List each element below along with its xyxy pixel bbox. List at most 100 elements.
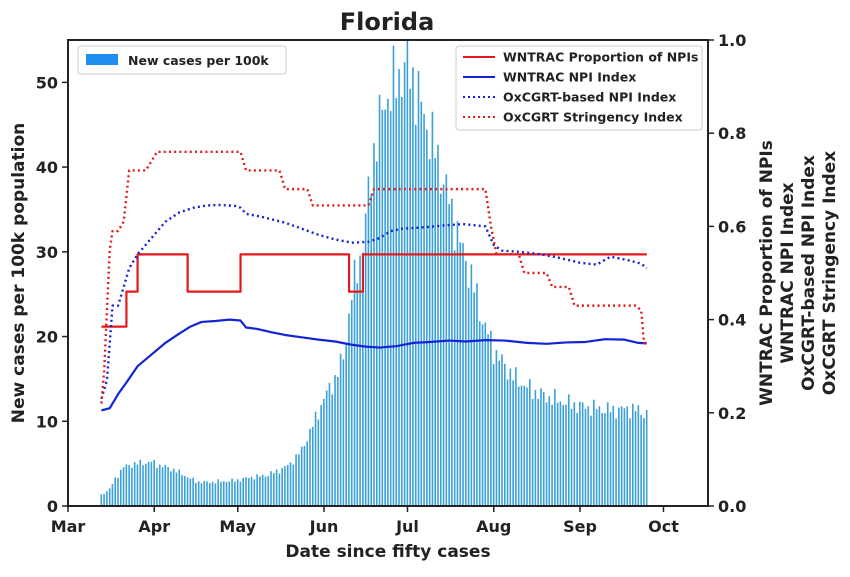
- bar: [426, 129, 428, 506]
- y-tick-label-right: 0.2: [718, 404, 746, 423]
- y-tick-label-left: 10: [36, 412, 58, 431]
- bar: [125, 464, 128, 506]
- bar: [451, 198, 453, 506]
- bar: [420, 101, 423, 507]
- bar: [117, 478, 119, 506]
- bar: [170, 471, 172, 506]
- bar: [331, 394, 334, 506]
- line-group: [100, 150, 648, 412]
- bar: [587, 406, 590, 506]
- bar: [431, 111, 434, 507]
- bar: [439, 193, 442, 506]
- bar: [103, 493, 105, 506]
- bar: [359, 255, 361, 506]
- bar: [195, 483, 197, 506]
- bar: [462, 242, 464, 506]
- bar: [495, 349, 498, 506]
- y-tick-label-left: 40: [36, 158, 58, 177]
- bar: [526, 387, 528, 506]
- bar: [503, 363, 506, 506]
- legend-label-oxcgrt-npi: OxCGRT-based NPI Index: [503, 90, 676, 105]
- bar: [367, 176, 370, 507]
- bar: [236, 479, 239, 506]
- chart-title: Florida: [340, 8, 435, 36]
- bar: [311, 426, 314, 506]
- bar: [626, 406, 628, 506]
- bar: [593, 399, 595, 506]
- bar: [473, 292, 475, 506]
- bar: [643, 418, 645, 506]
- bar: [247, 478, 250, 506]
- bar: [412, 67, 414, 506]
- bar: [554, 389, 556, 506]
- bar: [604, 413, 606, 506]
- bar: [164, 464, 167, 506]
- x-tick-label: Mar: [51, 517, 86, 536]
- bar: [183, 476, 186, 506]
- bar: [467, 287, 470, 506]
- bar: [362, 252, 364, 506]
- bar: [172, 468, 175, 506]
- y-tick-label-left: 20: [36, 328, 58, 347]
- bar: [114, 477, 116, 506]
- bar: [348, 313, 350, 506]
- bar: [392, 45, 395, 507]
- bar: [178, 469, 180, 506]
- bar: [222, 481, 225, 506]
- bar: [428, 159, 431, 506]
- bar: [259, 476, 261, 506]
- y-tick-label-right: 0.6: [718, 217, 746, 236]
- plot-frame: [67, 39, 709, 507]
- bar: [242, 477, 244, 506]
- legend-label-new-cases: New cases per 100k: [128, 53, 269, 68]
- bar: [250, 476, 253, 506]
- bar: [147, 461, 150, 506]
- bar: [576, 413, 578, 506]
- bar: [517, 386, 520, 506]
- bar: [645, 409, 648, 506]
- series-line-1: [101, 253, 647, 328]
- bar: [531, 398, 534, 506]
- bar: [197, 481, 200, 506]
- bar: [309, 428, 311, 506]
- bar: [239, 481, 242, 506]
- bar: [342, 359, 345, 506]
- bar: [373, 143, 375, 506]
- bar: [295, 454, 297, 506]
- x-tick-label: Oct: [648, 517, 679, 536]
- y-axis-label-left: New cases per 100k population: [9, 123, 29, 423]
- bar: [286, 464, 289, 506]
- bar: [417, 70, 420, 507]
- bar: [209, 483, 211, 506]
- bar: [217, 479, 219, 506]
- y-axis-left: 0 10 20 30 40 50: [36, 73, 68, 516]
- bar: [256, 474, 258, 506]
- bar: [570, 409, 573, 506]
- bar: [292, 464, 295, 506]
- bar: [481, 324, 484, 506]
- bar: [370, 194, 372, 506]
- bar: [150, 461, 153, 506]
- bar: [548, 396, 551, 506]
- bar: [186, 477, 189, 506]
- bar: [634, 411, 637, 506]
- bar: [261, 474, 264, 506]
- x-tick-label: Sep: [563, 517, 597, 536]
- bar: [167, 466, 169, 506]
- bar: [459, 242, 462, 506]
- bar: [595, 409, 598, 506]
- x-tick-label: Jul: [395, 517, 419, 536]
- bar: [442, 184, 445, 506]
- bar: [156, 467, 158, 506]
- bar: [556, 402, 559, 506]
- y-tick-label-right: 1.0: [718, 31, 746, 50]
- bar: [200, 483, 203, 506]
- bar: [612, 405, 615, 506]
- bar: [492, 363, 495, 506]
- bar: [375, 161, 378, 506]
- bar: [490, 330, 492, 506]
- bar: [111, 484, 114, 506]
- bar: [145, 463, 147, 506]
- bar: [601, 412, 603, 506]
- legend-label-wntrac-npi: WNTRAC NPI Index: [503, 70, 636, 85]
